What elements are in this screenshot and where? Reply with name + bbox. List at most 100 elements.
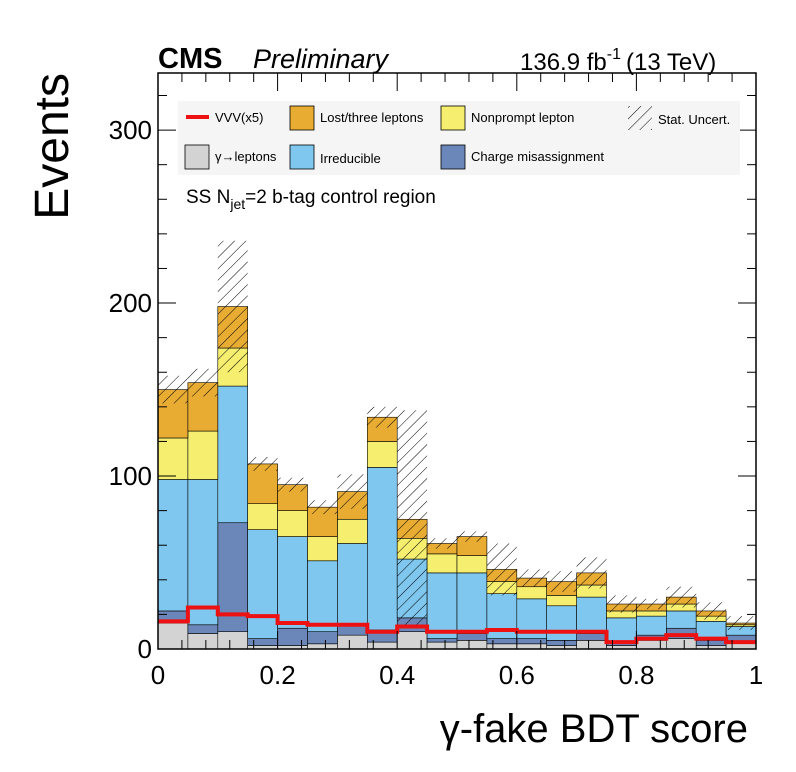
- x-tick-label: 0.6: [499, 660, 535, 690]
- bar-nonprompt-7: [366, 441, 398, 468]
- bar-charge-14: [576, 633, 607, 641]
- legend-swatch-gamma: [184, 144, 210, 170]
- stat-uncert-1: [187, 368, 218, 397]
- x-tick-label: 0.2: [260, 660, 296, 690]
- bar-charge-1: [187, 624, 219, 634]
- bar-gamma-2: [217, 631, 249, 650]
- bar-irreducible-5: [307, 560, 338, 633]
- legend-label-stat: Stat. Uncert.: [658, 112, 730, 127]
- legend: VVV(x5) Lost/three leptons Nonprompt lep…: [178, 101, 740, 175]
- stat-uncertainty-bands: [158, 240, 756, 630]
- bar-gamma-9: [426, 641, 458, 650]
- legend-swatch-stat: [628, 106, 652, 130]
- bar-irreducible-17: [665, 610, 697, 629]
- lumi-label: 136.9 fb-1 (13 TeV): [520, 46, 716, 76]
- stat-uncert-19: [726, 616, 756, 630]
- legend-label-nonprompt: Nonprompt lepton: [471, 110, 574, 125]
- bar-charge-3: [247, 638, 278, 646]
- vvv-step-line: [158, 605, 756, 645]
- y-tick-label: 300: [109, 115, 152, 145]
- legend-label-lost: Lost/three leptons: [320, 110, 424, 125]
- stat-uncert-13: [546, 571, 577, 592]
- bar-irreducible-10: [456, 572, 488, 634]
- stat-uncert-8: [397, 410, 428, 629]
- x-tick-label: 1: [749, 660, 763, 690]
- region-label: SS Njet=2 b-tag control region: [186, 187, 436, 212]
- y-axis-label: Events: [26, 73, 79, 220]
- stat-uncert-15: [606, 595, 637, 613]
- bar-charge-9: [426, 638, 458, 643]
- bar-gamma-0: [157, 622, 189, 650]
- bar-gamma-7: [366, 641, 398, 650]
- bar-nonprompt-0: [157, 437, 189, 480]
- preliminary-label: Preliminary: [253, 44, 390, 74]
- bar-nonprompt-4: [277, 510, 308, 537]
- bar-nonprompt-10: [456, 555, 488, 574]
- stat-uncert-12: [516, 569, 547, 587]
- bar-charge-18: [695, 640, 727, 646]
- bar-nonprompt-3: [247, 503, 278, 530]
- bar-irreducible-4: [277, 536, 308, 629]
- bar-nonprompt-16: [636, 610, 667, 617]
- legend-swatch-irreducible: [289, 144, 315, 170]
- bar-gamma-12: [516, 643, 547, 650]
- plot-frame: [157, 72, 757, 650]
- stat-uncert-16: [636, 598, 667, 610]
- bar-irreducible-16: [636, 615, 667, 636]
- stat-uncert-2: [217, 240, 248, 373]
- bar-nonprompt-1: [187, 430, 219, 480]
- bar-nonprompt-13: [546, 595, 577, 607]
- bar-gamma-10: [456, 640, 488, 650]
- x-axis-ticks: 0 0.2 0.4 0.6 0.8 1: [151, 73, 763, 690]
- bar-charge-10: [456, 633, 488, 641]
- bar-charge-11: [486, 638, 518, 645]
- legend-label-charge: Charge misassignment: [471, 149, 604, 164]
- x-tick-label: 0.8: [618, 660, 654, 690]
- bar-gamma-1: [187, 633, 219, 650]
- stat-uncert-18: [696, 602, 727, 620]
- legend-swatch-nonprompt: [440, 105, 466, 131]
- bar-gamma-14: [576, 640, 607, 650]
- stat-uncert-6: [337, 474, 368, 509]
- bar-charge-4: [277, 627, 308, 646]
- bar-charge-13: [546, 640, 577, 646]
- bar-irreducible-3: [247, 529, 278, 639]
- bar-irreducible-6: [337, 543, 368, 626]
- stat-uncert-10: [457, 531, 487, 542]
- bar-gamma-17: [665, 638, 697, 650]
- bar-irreducible-9: [426, 572, 458, 639]
- bar-charge-12: [516, 638, 547, 645]
- y-axis-ticks: 0 100 200 300: [109, 94, 756, 664]
- bar-irreducible-14: [576, 596, 607, 634]
- legend-label-gamma: γ→leptons: [215, 149, 277, 164]
- bar-irreducible-15: [606, 617, 637, 643]
- y-tick-label: 200: [109, 288, 152, 318]
- bar-gamma-11: [486, 643, 518, 650]
- legend-label-irreducible: Irreducible: [320, 151, 381, 166]
- bar-gamma-8: [396, 631, 428, 650]
- bar-charge-5: [307, 631, 338, 645]
- cms-label: CMS: [158, 43, 222, 75]
- bar-irreducible-1: [187, 479, 219, 626]
- bar-gamma-16: [636, 640, 667, 650]
- stat-uncert-9: [427, 538, 457, 549]
- bar-irreducible-2: [217, 385, 249, 524]
- y-tick-label: 0: [138, 634, 152, 664]
- legend-swatch-charge: [440, 144, 466, 170]
- y-tick-label: 100: [109, 461, 152, 491]
- stat-uncert-17: [666, 586, 697, 608]
- bar-nonprompt-5: [307, 536, 338, 562]
- bar-irreducible-7: [366, 467, 398, 631]
- stat-uncert-14: [576, 557, 607, 589]
- legend-label-vvv: VVV(x5): [215, 110, 263, 125]
- bar-nonprompt-12: [516, 586, 547, 600]
- legend-swatch-lost: [289, 105, 315, 131]
- stat-uncert-5: [307, 500, 338, 515]
- stat-uncert-0: [158, 375, 188, 404]
- stat-uncert-7: [367, 406, 398, 428]
- bar-irreducible-13: [546, 605, 577, 641]
- stat-uncert-3: [247, 457, 278, 471]
- vvv-line: [158, 605, 756, 645]
- bar-gamma-6: [337, 634, 368, 650]
